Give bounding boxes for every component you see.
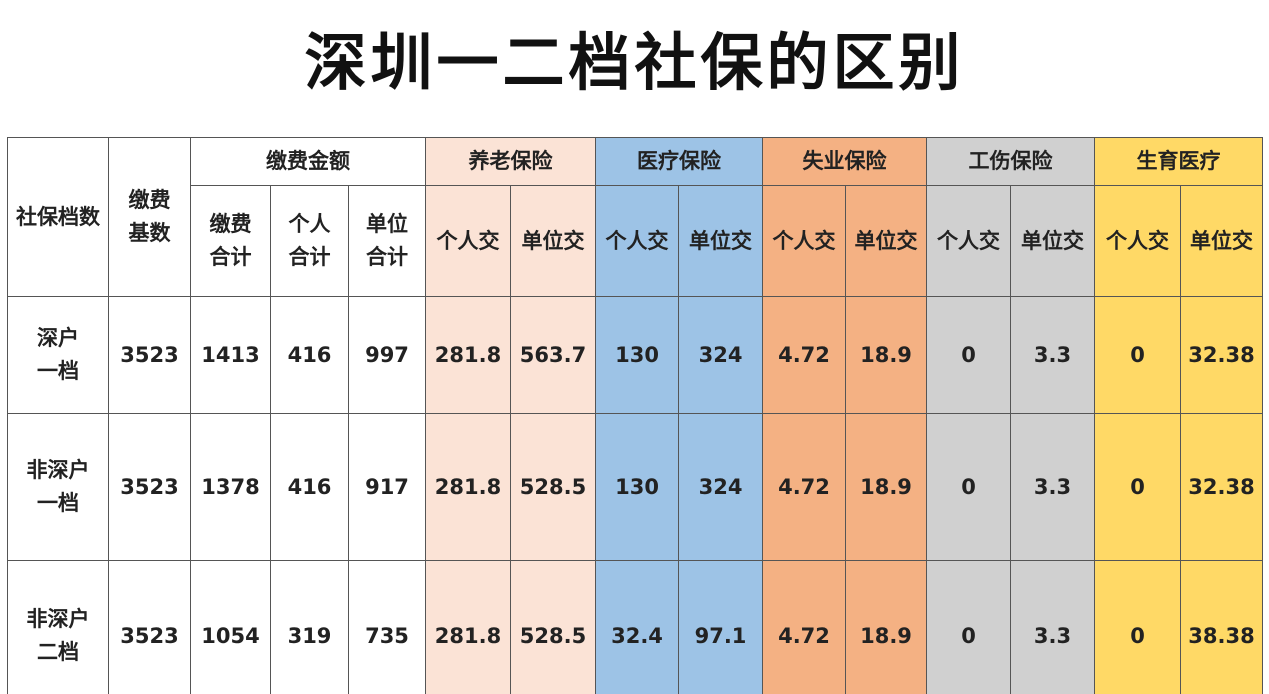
data-cell: 1413 [190, 296, 271, 414]
subheader-cell: 单位交 [1180, 185, 1264, 297]
data-cell: 130 [595, 413, 680, 561]
data-cell: 4.72 [762, 560, 847, 694]
title: 深圳一二档社保的区别 [304, 26, 965, 99]
data-cell: 281.8 [425, 296, 512, 414]
table-row: 非深户 一档 3523 1378 416 917 281.8 528.5 130 324 4.72… [7, 413, 1264, 561]
data-cell: 3523 [108, 560, 191, 694]
data-cell: 0 [926, 296, 1012, 414]
subheader-cell: 个人交 [595, 185, 680, 297]
row-label: 非深户 一档 [7, 413, 109, 561]
subheader-cell: 单位 合计 [347, 185, 427, 297]
data-cell: 3523 [108, 413, 191, 561]
data-cell: 32.38 [1180, 296, 1264, 414]
header-cell: 失业保险 [762, 137, 928, 186]
row-label: 非深户 二档 [7, 560, 109, 694]
subheader-cell: 缴费 合计 [190, 185, 271, 297]
data-cell: 0 [1094, 413, 1182, 561]
data-cell: 32.38 [1180, 413, 1264, 561]
subheader-cell: 个人交 [926, 185, 1012, 297]
data-cell: 18.9 [845, 296, 928, 414]
header-cell: 缴费金额 [189, 137, 427, 186]
data-cell: 416 [270, 413, 349, 561]
subheader-cell: 个人 合计 [270, 185, 349, 297]
data-cell: 130 [595, 296, 680, 414]
data-cell: 528.5 [510, 413, 597, 561]
header-cell: 养老保险 [425, 137, 597, 186]
data-cell: 319 [270, 560, 349, 694]
data-cell: 3.3 [1010, 560, 1096, 694]
subheader-cell: 单位交 [510, 185, 597, 297]
data-cell: 3.3 [1010, 296, 1096, 414]
data-cell: 997 [347, 296, 427, 414]
row-label: 深户 一档 [7, 296, 109, 414]
subheader-cell: 个人交 [762, 185, 847, 297]
data-cell: 917 [347, 413, 427, 561]
data-cell: 528.5 [510, 560, 597, 694]
subheader-cell: 单位交 [1010, 185, 1096, 297]
data-cell: 0 [926, 413, 1012, 561]
data-cell: 18.9 [845, 560, 928, 694]
data-cell: 3.3 [1010, 413, 1096, 561]
header-cell: 医疗保险 [595, 137, 764, 186]
table-row: 缴费 合计 个人 合计 单位 合计 个人交 单位交 个人交 单位交 个人交 单位交 个人交 单位交个… [8, 185, 1264, 297]
data-cell: 18.9 [845, 413, 928, 561]
subheader-cell: 单位交 [845, 185, 928, 297]
data-cell: 1378 [190, 413, 271, 561]
data-cell: 281.8 [425, 560, 512, 694]
data-cell: 324 [678, 413, 764, 561]
table-row: 深户 一档 3523 1413 416 997 281.8 563.7 130 324 4.72 1… [7, 296, 1264, 414]
comparison-table: 社保档数 缴费 基数 缴费金额 养老保险 医疗保险 失业保险 工伤保险 生育医疗 缴费 合计 个人… [7, 137, 1264, 694]
data-cell: 97.1 [678, 560, 764, 694]
header-cell: 社保档数 [7, 137, 109, 297]
header-cell: 工伤保险 [926, 137, 1096, 186]
data-cell: 735 [347, 560, 427, 694]
data-cell: 0 [926, 560, 1012, 694]
data-cell: 324 [678, 296, 764, 414]
header-cell: 生育医疗 [1094, 137, 1264, 186]
subheader-cell: 个人交 [1094, 185, 1182, 297]
data-cell: 32.4 [595, 560, 680, 694]
data-cell: 4.72 [762, 296, 847, 414]
subheader-cell: 个人交 [425, 185, 512, 297]
data-cell: 3523 [108, 296, 191, 414]
data-cell: 281.8 [425, 413, 512, 561]
header-cell: 缴费 基数 [108, 137, 191, 297]
data-cell: 563.7 [510, 296, 597, 414]
data-cell: 0 [1094, 560, 1182, 694]
table-row: 非深户 二档 3523 1054 319 735 281.8 528.5 32.4 97.1 4.… [7, 560, 1264, 694]
data-cell: 1054 [190, 560, 271, 694]
data-cell: 0 [1094, 296, 1182, 414]
data-cell: 38.38 [1180, 560, 1264, 694]
data-cell: 416 [270, 296, 349, 414]
subheader-cell: 单位交 [678, 185, 764, 297]
data-cell: 4.72 [762, 413, 847, 561]
table-row: 社保档数 缴费 基数 缴费金额 养老保险 医疗保险 失业保险 工伤保险 生育医疗 [7, 137, 1264, 297]
